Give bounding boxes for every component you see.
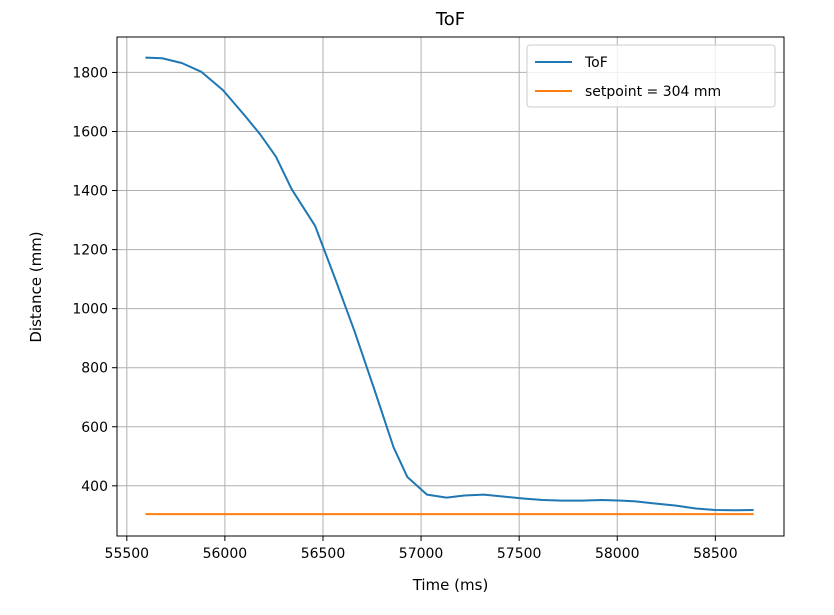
x-tick-label: 57000	[399, 546, 444, 562]
x-tick-label: 56500	[301, 546, 346, 562]
plot-area	[145, 56, 754, 516]
x-tick-label: 58500	[693, 546, 738, 562]
y-tick-label: 1600	[72, 124, 108, 140]
y-tick-label: 1800	[72, 65, 108, 81]
legend-label-tof: ToF	[584, 55, 608, 71]
axes-frame	[116, 36, 785, 537]
x-tick-label: 57500	[497, 546, 542, 562]
legend-box	[526, 44, 776, 108]
x-axis-label: Time (ms)	[412, 576, 489, 594]
grid	[117, 37, 784, 536]
chart-title: ToF	[435, 9, 465, 30]
y-tick-label: 600	[81, 420, 108, 436]
x-tick-label: 56000	[203, 546, 248, 562]
y-tick-label: 1000	[72, 302, 108, 318]
legend-label-setpoint: setpoint = 304 mm	[585, 84, 721, 100]
x-tick-label: 55500	[105, 546, 150, 562]
series-line-tof	[145, 56, 754, 512]
y-tick-label: 800	[81, 361, 108, 377]
y-tick-label: 1400	[72, 184, 108, 200]
y-tick-label: 1200	[72, 243, 108, 259]
legend: ToF setpoint = 304 mm	[526, 44, 776, 108]
y-axis-label: Distance (mm)	[27, 231, 45, 342]
axis-ticks: 55500 56000 56500 57000 57500 58000 58500 400 60…	[72, 65, 737, 562]
y-tick-label: 400	[81, 479, 108, 495]
x-tick-label: 58000	[595, 546, 640, 562]
